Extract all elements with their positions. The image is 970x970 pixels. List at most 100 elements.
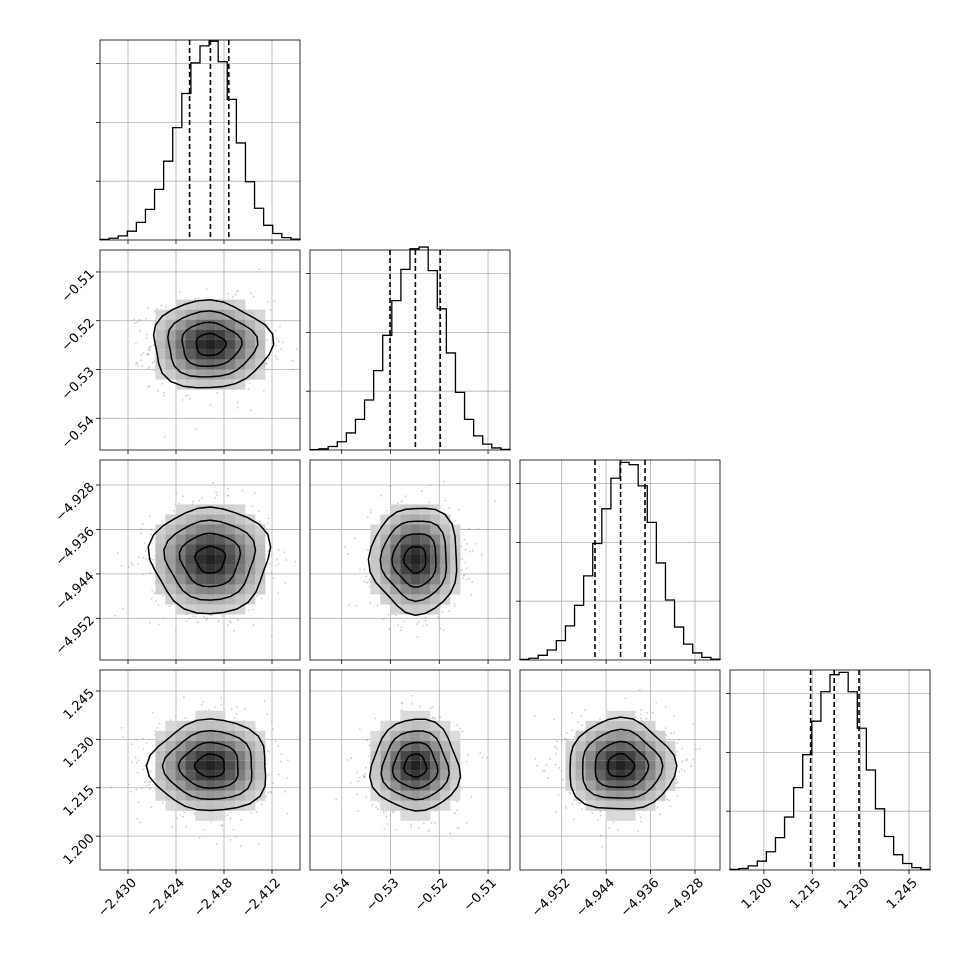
- sample-point: [266, 339, 269, 342]
- density-cell: [195, 329, 206, 340]
- density-cell: [235, 329, 246, 340]
- sample-point: [256, 800, 259, 803]
- sample-point: [236, 401, 239, 404]
- density-cell: [410, 574, 421, 585]
- sample-point: [214, 496, 217, 499]
- sample-point: [142, 768, 144, 771]
- sample-point: [164, 305, 167, 308]
- density-cell: [185, 524, 196, 535]
- density-cell: [245, 339, 256, 350]
- sample-point: [270, 571, 273, 574]
- density-cell: [165, 594, 176, 605]
- sample-point: [227, 624, 229, 626]
- density-cell: [235, 379, 246, 390]
- sample-point: [359, 569, 361, 571]
- density-cell: [215, 504, 226, 515]
- sample-point: [149, 533, 152, 536]
- sample-point: [171, 825, 174, 828]
- sample-point: [148, 781, 150, 784]
- density-cell: [235, 319, 246, 330]
- sample-point: [353, 537, 356, 540]
- sample-point: [145, 785, 148, 787]
- sample-point: [131, 564, 134, 566]
- sample-point: [465, 822, 468, 824]
- sample-point: [272, 577, 275, 580]
- sample-point: [365, 581, 368, 584]
- ytick-label-3-1: 1.215: [61, 783, 98, 820]
- sample-point: [420, 490, 423, 493]
- sample-point: [428, 829, 431, 831]
- density-cell: [205, 564, 216, 575]
- density-cell: [185, 319, 196, 330]
- panel-3-1: −0.54 −0.53 −0.52 −0.51: [309, 669, 511, 914]
- density-cell: [205, 319, 216, 330]
- sample-point: [136, 818, 139, 820]
- density-cell: [225, 309, 236, 320]
- density-cell: [195, 319, 206, 330]
- sample-point: [226, 494, 229, 497]
- density-cell: [235, 299, 246, 310]
- sample-point: [444, 499, 447, 502]
- density-cell: [165, 720, 176, 731]
- density-cell: [185, 544, 196, 555]
- sample-point: [267, 773, 270, 776]
- sample-point: [422, 822, 425, 825]
- panel-2-2: [516, 459, 721, 664]
- sample-point: [175, 629, 177, 631]
- sample-point: [468, 550, 471, 553]
- sample-point: [217, 620, 220, 623]
- density-cell: [245, 319, 256, 330]
- sample-point: [141, 738, 144, 740]
- density-cell: [245, 574, 256, 585]
- sample-point: [291, 359, 294, 362]
- sample-point: [139, 329, 142, 332]
- sample-point: [400, 709, 403, 711]
- sample-point: [277, 549, 280, 552]
- density-cell: [215, 514, 226, 525]
- density-cell: [185, 534, 196, 545]
- sample-point: [370, 509, 372, 511]
- sample-point: [258, 510, 260, 513]
- density-cell: [175, 299, 186, 310]
- density-cell: [380, 554, 391, 565]
- sample-point: [136, 772, 139, 774]
- sample-point: [148, 346, 151, 349]
- density-cell: [245, 349, 256, 360]
- sample-point: [356, 793, 359, 795]
- sample-point: [283, 551, 286, 554]
- sample-point: [355, 604, 358, 607]
- density-cell: [215, 604, 226, 615]
- sample-point: [148, 349, 150, 352]
- sample-point: [220, 696, 223, 699]
- density-cell: [155, 554, 166, 565]
- sample-point: [146, 333, 148, 336]
- sample-point: [462, 577, 465, 579]
- sample-point: [194, 428, 197, 431]
- density-cell: [245, 534, 256, 545]
- contour-2-0-3: [147, 506, 272, 615]
- density-cell: [205, 750, 216, 761]
- sample-point: [437, 616, 440, 618]
- density-cell: [175, 339, 186, 350]
- density-cell: [410, 544, 421, 555]
- sample-point: [247, 609, 250, 611]
- density-cell: [245, 800, 256, 811]
- ytick-label-1-2: −0.52: [59, 316, 98, 355]
- sample-point: [272, 728, 274, 731]
- density-cell: [195, 369, 206, 380]
- density-cell: [185, 504, 196, 515]
- sample-point: [378, 800, 380, 803]
- sample-point: [375, 806, 378, 809]
- sample-point: [466, 567, 468, 570]
- sample-point: [137, 759, 140, 762]
- density-cell: [215, 574, 226, 585]
- density-cell: [430, 594, 441, 605]
- sample-point: [210, 614, 213, 616]
- sample-point: [212, 481, 215, 484]
- sample-point: [237, 290, 240, 292]
- sample-point: [157, 623, 160, 626]
- sample-point: [285, 559, 288, 561]
- sample-point: [389, 485, 392, 488]
- sample-point: [148, 348, 151, 351]
